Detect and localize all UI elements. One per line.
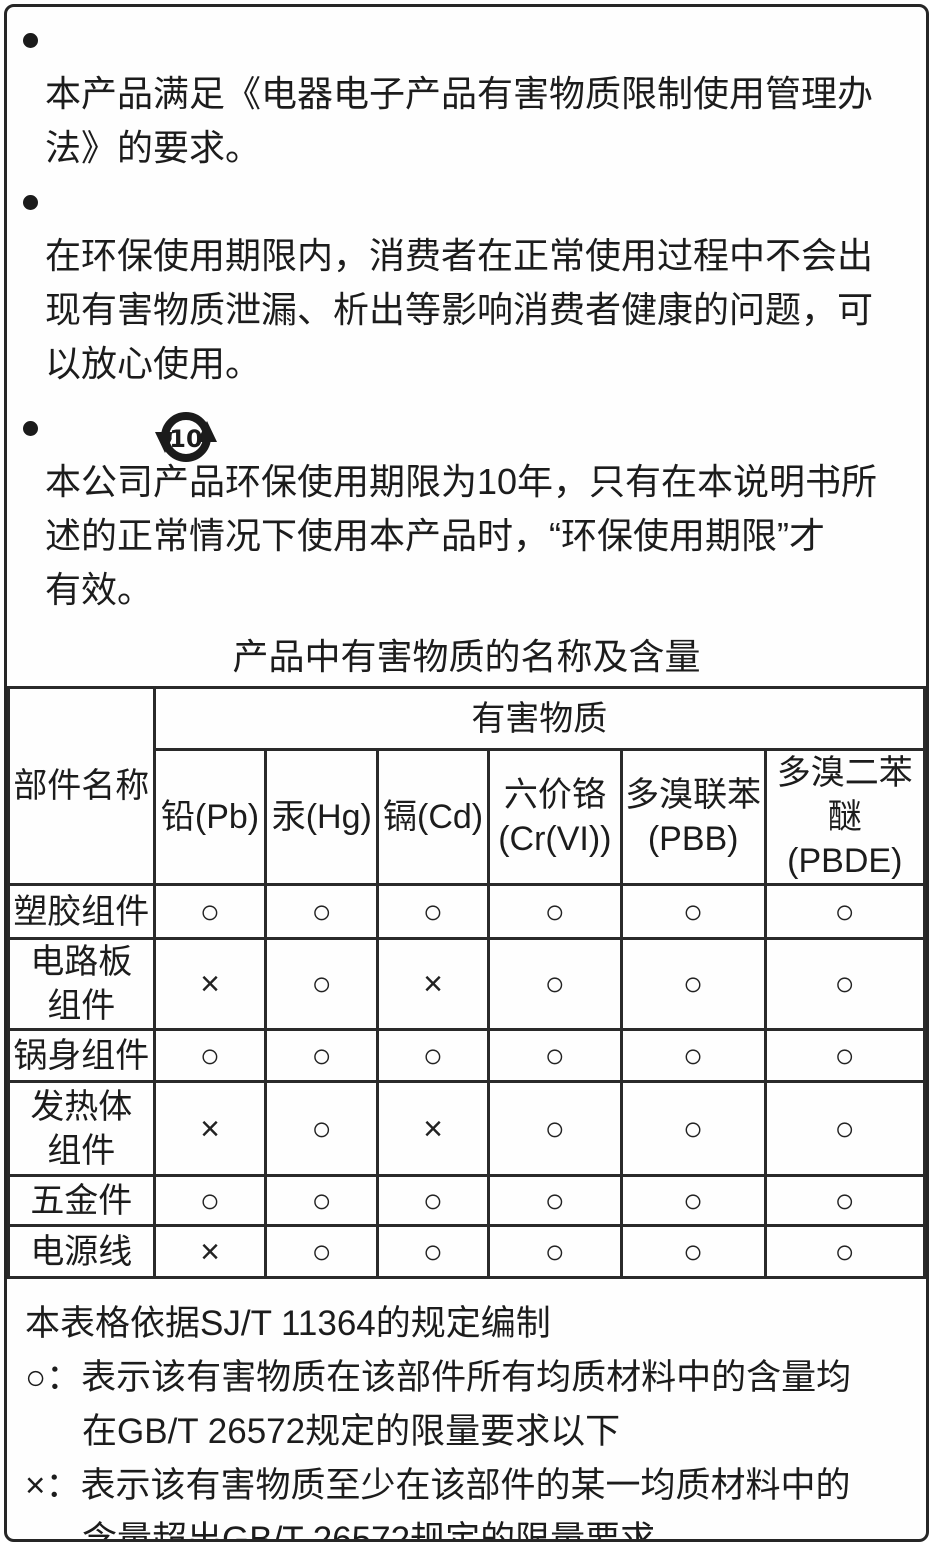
header-hazardous-substances: 有害物质 [152,686,926,751]
cell-value: ○ [619,1174,767,1227]
table-row-power-cord: 电源线 × ○ ○ ○ ○ ○ [7,1224,926,1279]
cell-value: ○ [376,1174,490,1227]
component-name: 锅身组件 [7,1028,156,1083]
component-name: 电源线 [7,1224,156,1279]
cell-value: ○ [763,883,926,940]
table-row-hardware-parts: 五金件 ○ ○ ○ ○ ○ ○ [7,1174,926,1227]
cell-value: ○ [264,1174,380,1227]
header-mercury: 汞(Hg) [264,748,380,886]
page-border-frame: 本产品满足《电器电子产品有害物质限制使用管理办 法》的要求。 在环保使用期限内，… [4,4,929,1542]
bullet-icon [23,421,38,436]
statement-text: 在环保使用期限内，消费者在正常使用过程中不会出 现有害物质泄漏、析出等影响消费者… [45,235,874,384]
cell-value: ○ [763,1080,926,1177]
note-cross-meaning-line2: 含量超出GB/T 26572规定的限量要求 [82,1520,656,1542]
statement-epup-10-years: 本公司产品环保使用期限为10年，只有在本说明书所 述的正常情况下使用本产品时，“… [23,401,910,617]
cell-value: ○ [763,1028,926,1083]
cell-value: ○ [264,937,380,1031]
cell-value: ○ [376,1028,490,1083]
cell-value: ○ [619,1028,767,1083]
statement-regulation-compliance: 本产品满足《电器电子产品有害物质限制使用管理办 法》的要求。 [23,13,910,175]
cell-value: ○ [376,883,490,940]
cell-value: × [152,937,268,1031]
cell-value: ○ [486,937,623,1031]
header-pbde: 多溴二苯醚 (PBDE) [763,748,926,886]
note-circle-meaning-line2: 在GB/T 26572规定的限量要求以下 [82,1412,621,1451]
cell-value: ○ [376,1224,490,1279]
header-pbb: 多溴联苯 (PBB) [619,748,767,886]
cell-value: ○ [619,1224,767,1279]
table-row-plastic-parts: 塑胶组件 ○ ○ ○ ○ ○ ○ [7,883,926,940]
compliance-statements: 本产品满足《电器电子产品有害物质限制使用管理办 法》的要求。 在环保使用期限内，… [7,7,926,617]
cell-value: ○ [486,1174,623,1227]
statement-text: 本公司产品环保使用期限为10年，只有在本说明书所 述的正常情况下使用本产品时，“… [45,461,878,610]
cell-value: ○ [486,1080,623,1177]
component-name: 塑胶组件 [7,883,156,940]
component-name: 发热体 组件 [7,1080,156,1177]
cell-value: ○ [619,883,767,940]
cell-value: × [376,937,490,1031]
cell-value: ○ [763,1174,926,1227]
bullet-icon [23,33,38,48]
note-standard-basis: 本表格依据SJ/T 11364的规定编制 [25,1304,551,1343]
cell-value: × [152,1224,268,1279]
cell-value: ○ [486,1224,623,1279]
statement-safe-use: 在环保使用期限内，消费者在正常使用过程中不会出 现有害物质泄漏、析出等影响消费者… [23,175,910,391]
cell-value: ○ [763,1224,926,1279]
cell-value: ○ [264,883,380,940]
header-component-name: 部件名称 [7,686,156,886]
note-circle-meaning-line1: ○：表示该有害物质在该部件所有均质材料中的含量均 [25,1358,852,1397]
header-lead: 铅(Pb) [152,748,268,886]
statement-text: 本产品满足《电器电子产品有害物质限制使用管理办 法》的要求。 [45,73,874,168]
cell-value: ○ [486,883,623,940]
hazardous-substances-table: 部件名称 有害物质 铅(Pb) 汞(Hg) 镉(Cd) 六价铬 (Cr(VI))… [7,686,926,1279]
component-name: 电路板 组件 [7,937,156,1031]
cell-value: ○ [264,1224,380,1279]
cell-value: ○ [486,1028,623,1083]
cell-value: ○ [152,883,268,940]
table-title: 产品中有害物质的名称及含量 [232,636,701,677]
bullet-icon [23,195,38,210]
table-footnotes: 本表格依据SJ/T 11364的规定编制 ○：表示该有害物质在该部件所有均质材料… [7,1279,926,1542]
table-row-heating-element-parts: 发热体 组件 × ○ × ○ ○ ○ [7,1080,926,1177]
cell-value: ○ [152,1174,268,1227]
epup-years-label: 10 [169,425,202,453]
cell-value: ○ [619,937,767,1031]
header-hexavalent-chromium: 六价铬 (Cr(VI)) [486,748,623,886]
cell-value: ○ [264,1080,380,1177]
header-cadmium: 镉(Cd) [376,748,490,886]
table-row-circuit-board-parts: 电路板 组件 × ○ × ○ ○ ○ [7,937,926,1031]
cell-value: × [376,1080,490,1177]
epup-recycle-10-icon: 10 [153,407,219,467]
component-name: 五金件 [7,1174,156,1227]
cell-value: × [152,1080,268,1177]
note-cross-meaning-line1: ×：表示该有害物质至少在该部件的某一均质材料中的 [25,1466,851,1505]
cell-value: ○ [264,1028,380,1083]
cell-value: ○ [763,937,926,1031]
table-row-pot-body-parts: 锅身组件 ○ ○ ○ ○ ○ ○ [7,1028,926,1083]
cell-value: ○ [619,1080,767,1177]
cell-value: ○ [152,1028,268,1083]
